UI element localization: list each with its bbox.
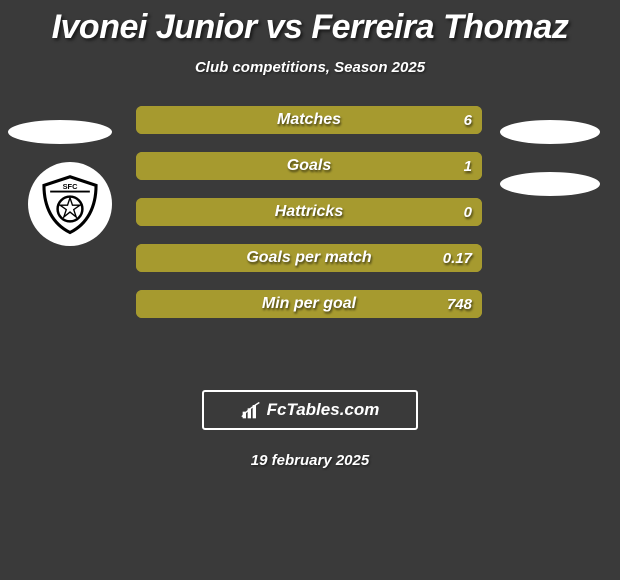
page-title: Ivonei Junior vs Ferreira Thomaz: [0, 0, 620, 47]
avatar-placeholder-left-1: [8, 120, 112, 144]
stat-bar-row: Goals per match0.17: [136, 244, 482, 272]
subtitle: Club competitions, Season 2025: [0, 59, 620, 76]
avatar-placeholder-right-1: [500, 120, 600, 144]
stat-bar-label: Goals per match: [136, 244, 482, 272]
stat-bar-label: Goals: [136, 152, 482, 180]
stat-bar-label: Hattricks: [136, 198, 482, 226]
source-logo-box: FcTables.com: [202, 390, 418, 430]
stat-bar-value: 6: [464, 106, 472, 134]
date-text: 19 february 2025: [0, 452, 620, 469]
stat-bar-row: Goals1: [136, 152, 482, 180]
stat-bar-value: 748: [447, 290, 472, 318]
svg-text:SFC: SFC: [63, 182, 79, 191]
stat-bars: Matches6Goals1Hattricks0Goals per match0…: [136, 106, 482, 336]
stat-bar-row: Matches6: [136, 106, 482, 134]
bar-chart-icon: [241, 400, 261, 420]
source-logo-text: FcTables.com: [267, 400, 380, 420]
stat-bar-row: Hattricks0: [136, 198, 482, 226]
club-badge-left: SFC: [28, 162, 112, 246]
comparison-area: SFC Matches6 Goals1 Hattricks0 Goals per ma…: [0, 106, 620, 366]
stat-bar-value: 0: [464, 198, 472, 226]
avatar-placeholder-right-2: [500, 172, 600, 196]
stat-bar-row: Min per goal748: [136, 290, 482, 318]
stat-bar-label: Min per goal: [136, 290, 482, 318]
stat-bar-label: Matches: [136, 106, 482, 134]
club-crest-icon: SFC: [39, 173, 101, 235]
stat-bar-value: 1: [464, 152, 472, 180]
stat-bar-value: 0.17: [443, 244, 472, 272]
